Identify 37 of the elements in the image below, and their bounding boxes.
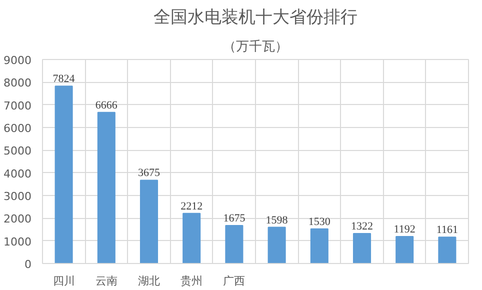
x-tick-label: 湖北 (138, 274, 160, 288)
y-tick-label: 7000 (4, 99, 32, 112)
y-tick-label: 6000 (4, 122, 32, 135)
y-tick-label: 1000 (4, 235, 32, 248)
bar (54, 86, 73, 264)
bar (182, 212, 201, 264)
data-label: 1675 (223, 212, 246, 225)
data-label: 1530 (308, 216, 331, 228)
bar (225, 225, 244, 264)
x-tick-label: 贵州 (180, 274, 203, 288)
data-label: 6666 (95, 99, 118, 112)
chart-subtitle: （万千瓦） (223, 40, 288, 54)
x-tick-label: 云南 (95, 274, 118, 288)
data-label: 1192 (394, 223, 416, 236)
y-tick-label: 2000 (4, 212, 32, 226)
data-label: 7824 (52, 73, 76, 86)
y-tick-label: 4000 (4, 167, 32, 180)
bar (268, 226, 286, 264)
x-tick-label: 广西 (223, 274, 246, 288)
bar (396, 236, 414, 264)
bar (310, 228, 328, 264)
data-label: 1161 (436, 224, 458, 236)
bar (97, 112, 116, 264)
data-label: 1322 (351, 220, 373, 233)
bar (438, 236, 456, 264)
chart-title: 全国水电装机十大省份排行 (154, 8, 358, 28)
data-label: 1598 (266, 214, 288, 226)
y-tick-label: 3000 (4, 190, 32, 203)
y-tick-label: 8000 (4, 76, 32, 90)
y-tick-label: 0 (24, 258, 32, 271)
x-tick-label: 四川 (52, 274, 75, 288)
y-tick-label: 9000 (4, 54, 32, 67)
y-tick-label: 5000 (4, 144, 32, 158)
bar (140, 180, 158, 264)
data-label: 3675 (138, 167, 160, 180)
bar (352, 233, 372, 264)
data-label: 2212 (180, 200, 203, 212)
